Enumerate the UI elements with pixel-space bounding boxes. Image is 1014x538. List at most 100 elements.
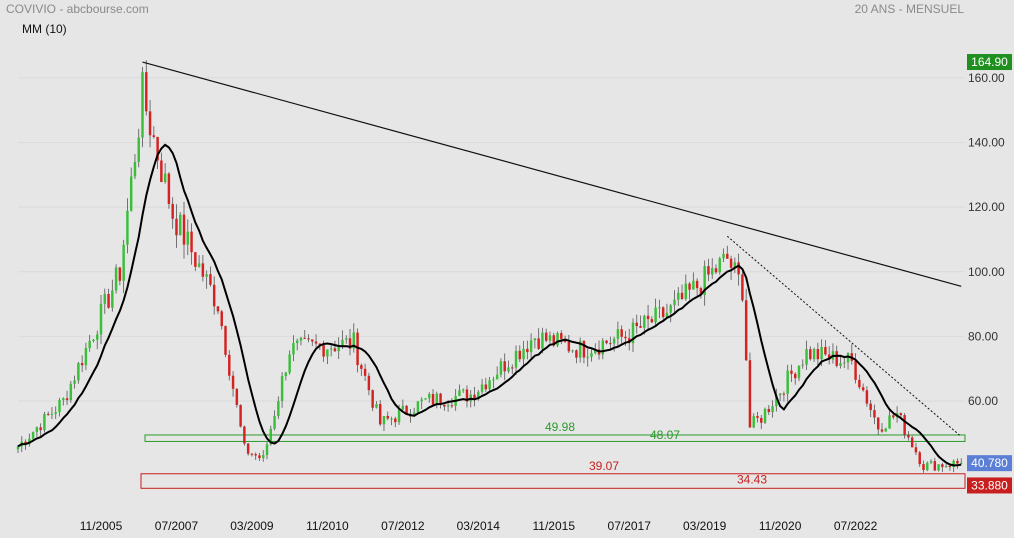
candle-body: [552, 335, 555, 346]
candle-body: [710, 268, 714, 275]
candle-body: [54, 412, 57, 414]
candle-body: [948, 465, 952, 468]
candle-body: [424, 398, 427, 400]
y-tick-label: 80.00: [968, 329, 998, 343]
candle-body: [495, 374, 499, 380]
candle-body: [861, 387, 865, 391]
candle-body: [665, 312, 669, 317]
price-badge: [967, 54, 1012, 71]
x-tick-label: 07/2017: [608, 519, 652, 533]
candle-body: [477, 391, 480, 400]
indicator-label: MM (10): [22, 22, 67, 36]
candle-body: [348, 338, 352, 349]
price-badge: [967, 477, 1012, 494]
candle-body: [809, 349, 812, 360]
candle-body: [194, 252, 197, 267]
candle-body: [58, 400, 61, 413]
candle-body: [326, 349, 329, 357]
candle-body: [235, 388, 239, 405]
candle-body: [416, 401, 420, 413]
candle-body: [209, 274, 212, 285]
candle-body: [412, 412, 416, 417]
candle-body: [703, 266, 706, 295]
candle-body: [182, 214, 186, 245]
candle-body: [843, 362, 846, 364]
candle-body: [205, 274, 208, 277]
gridlines: [18, 77, 965, 402]
candle-body: [786, 370, 789, 394]
candle-body: [386, 415, 389, 419]
candle-body: [752, 416, 755, 428]
candle-body: [673, 299, 676, 306]
x-tick-label: 11/2005: [80, 519, 123, 533]
candle-body: [695, 280, 699, 289]
candle-body: [680, 292, 684, 300]
candle-body: [812, 348, 816, 360]
candle-body: [782, 393, 786, 395]
candle-body: [318, 343, 322, 346]
candle-body: [311, 339, 314, 342]
candles: [16, 60, 963, 473]
candle-body: [616, 329, 620, 339]
candle-body: [684, 283, 688, 300]
candle-body: [363, 368, 367, 376]
candle-body: [446, 405, 450, 407]
candle-body: [865, 390, 869, 404]
candle-body: [941, 464, 944, 468]
support-zone: [140, 473, 966, 489]
candle-body: [337, 346, 340, 352]
candle-body: [295, 340, 299, 344]
candle-body: [458, 390, 461, 397]
candle-body: [601, 340, 605, 355]
candle-body: [926, 462, 929, 471]
candle-body: [133, 161, 137, 177]
candle-body: [729, 258, 733, 268]
candle-body: [816, 348, 820, 360]
x-tick-label: 03/2009: [230, 519, 274, 533]
candle-body: [692, 280, 695, 290]
candle-body: [835, 351, 838, 366]
candle-body: [541, 332, 544, 349]
candle-body: [903, 415, 906, 435]
y-tick-label: 60.00: [968, 394, 998, 408]
candle-body: [646, 315, 650, 320]
candle-body: [529, 340, 533, 353]
candle-body: [960, 463, 963, 465]
candle-body: [790, 370, 793, 374]
candle-body: [250, 453, 254, 455]
candle-body: [503, 361, 506, 372]
candle-body: [526, 348, 529, 353]
candle-body: [224, 326, 227, 355]
candle-body: [699, 288, 703, 295]
candle-body: [107, 294, 110, 308]
y-tick-label: 100.00: [968, 265, 1005, 279]
candle-body: [518, 350, 522, 360]
candle-body: [171, 203, 174, 219]
price-badge-label: 164.90: [971, 55, 1008, 69]
candle-body: [722, 253, 725, 259]
candle-body: [114, 267, 118, 291]
candle-body: [243, 426, 246, 444]
candle-body: [341, 339, 344, 347]
candle-body: [707, 266, 710, 275]
candle-body: [228, 354, 231, 376]
candle-body: [443, 404, 446, 407]
candle-body: [333, 348, 337, 352]
candle-body: [654, 307, 657, 323]
candle-body: [726, 253, 729, 259]
candle-body: [273, 416, 276, 429]
candle-body: [137, 137, 140, 162]
candle-body: [714, 268, 718, 273]
candle-body: [801, 364, 804, 366]
candle-body: [148, 111, 152, 136]
candle-body: [484, 384, 488, 390]
candle-body: [265, 444, 269, 456]
candle-body: [428, 394, 431, 399]
candle-body: [775, 395, 778, 407]
candle-body: [141, 72, 144, 138]
candle-body: [382, 415, 386, 425]
candle-body: [239, 404, 242, 427]
candle-body: [65, 398, 69, 401]
candle-body: [522, 348, 525, 360]
candle-body: [624, 336, 627, 339]
